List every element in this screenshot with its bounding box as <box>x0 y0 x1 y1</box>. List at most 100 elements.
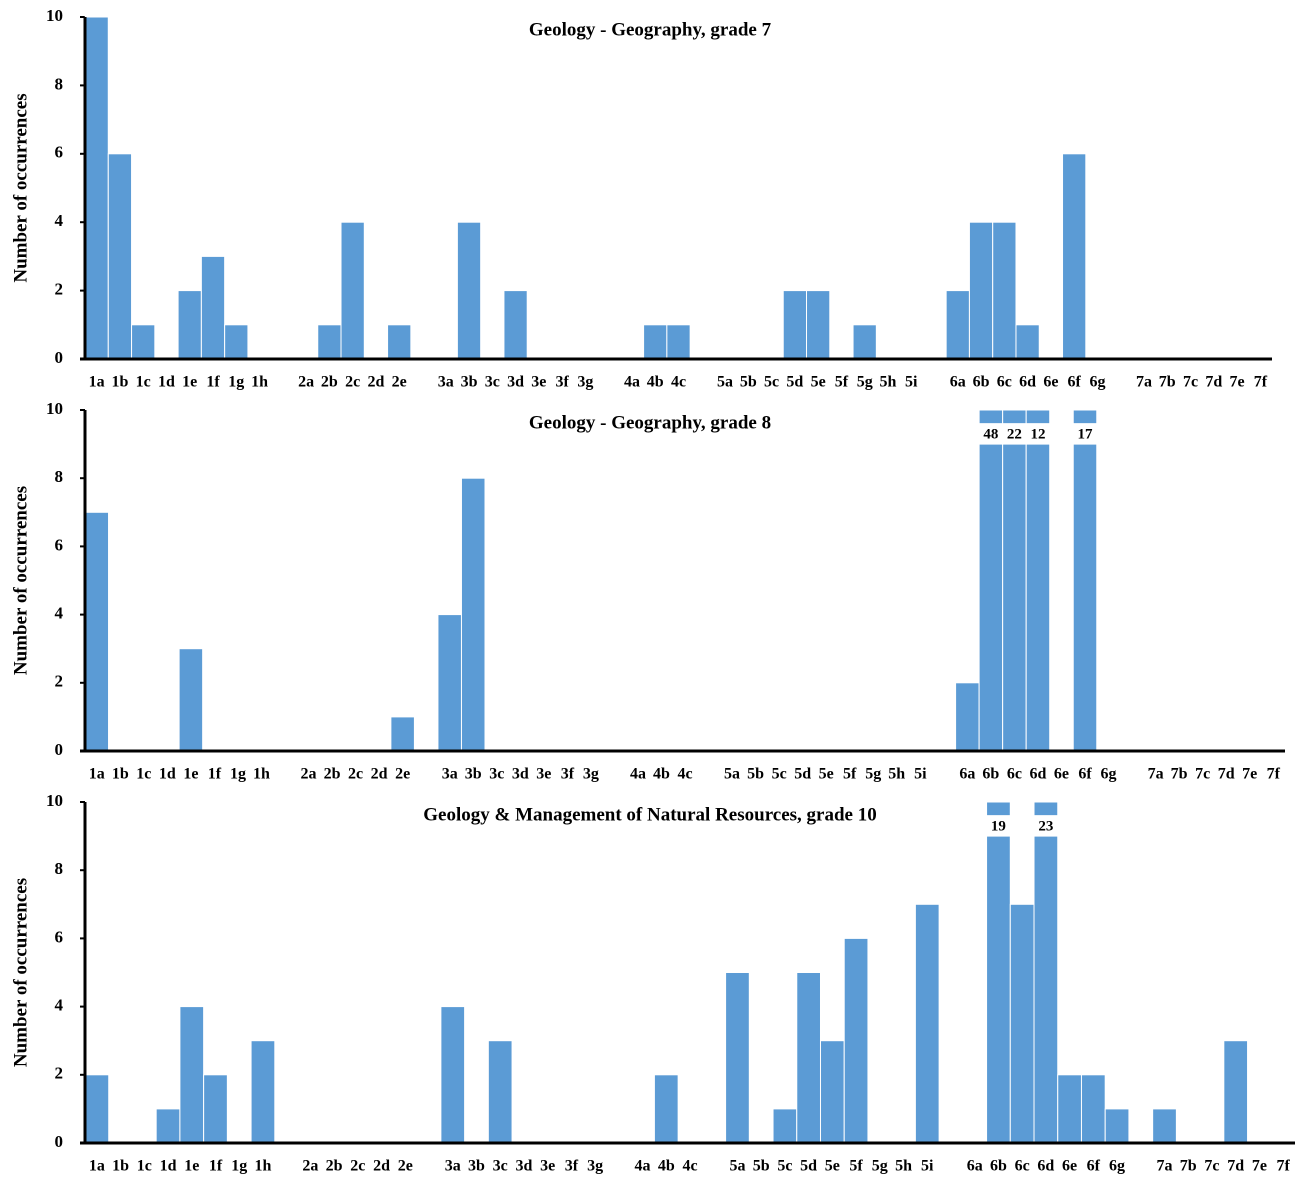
x-tick-label: 2c <box>350 1158 365 1175</box>
value-label: 23 <box>1038 818 1053 834</box>
x-tick-label: 4a <box>635 1158 651 1175</box>
x-tick-label: 6f <box>1087 1158 1101 1175</box>
y-axis-label: Number of occurrences <box>10 93 31 282</box>
x-tick-label: 7c <box>1195 766 1210 783</box>
x-tick-label: 6d <box>1019 374 1036 391</box>
x-tick-label: 5a <box>729 1158 745 1175</box>
x-tick-label: 6e <box>1054 766 1069 783</box>
x-tick-label: 3d <box>515 1158 532 1175</box>
bar <box>796 972 821 1144</box>
x-tick-label: 2e <box>392 374 407 391</box>
bar <box>179 1006 205 1144</box>
x-tick-label: 5f <box>849 1158 863 1175</box>
x-tick-label: 5i <box>905 374 918 391</box>
bar <box>914 903 940 1144</box>
bar <box>978 443 1004 752</box>
x-tick-label: 6g <box>1089 374 1105 391</box>
x-tick-label: 5e <box>819 766 834 783</box>
bar <box>200 255 226 360</box>
bar <box>819 1040 845 1144</box>
x-tick-label: 1g <box>228 374 244 391</box>
x-tick-label: 3f <box>561 766 575 783</box>
x-tick-label: 2a <box>298 374 314 391</box>
bar <box>131 324 156 360</box>
x-tick-label: 3g <box>587 1158 603 1175</box>
y-tick-label: 4 <box>55 996 64 1015</box>
y-tick-label: 2 <box>55 280 64 299</box>
bar <box>992 221 1017 360</box>
x-tick-label: 6e <box>1043 374 1058 391</box>
x-tick-label: 7c <box>1204 1158 1219 1175</box>
x-tick-label: 2c <box>345 374 360 391</box>
x-tick-label: 3c <box>493 1158 508 1175</box>
bar <box>387 324 412 360</box>
y-tick-label: 2 <box>55 672 64 691</box>
x-tick-label: 4a <box>624 374 640 391</box>
x-tick-label: 4c <box>677 766 692 783</box>
bar <box>643 324 668 360</box>
y-tick-label: 10 <box>46 6 63 25</box>
x-tick-label: 6c <box>1007 766 1022 783</box>
x-tick-label: 1d <box>159 766 176 783</box>
x-tick-label: 3b <box>465 766 482 783</box>
bar <box>487 1040 513 1144</box>
bar <box>1072 443 1098 752</box>
value-label: 22 <box>1007 426 1022 442</box>
bar <box>437 614 462 752</box>
x-tick-label: 6g <box>1101 766 1117 783</box>
x-tick-label: 5b <box>740 374 757 391</box>
x-tick-label: 3d <box>507 374 524 391</box>
x-tick-label: 5g <box>857 374 873 391</box>
value-label: 19 <box>991 818 1006 834</box>
y-tick-label: 10 <box>46 791 63 810</box>
x-tick-label: 5g <box>872 1158 888 1175</box>
bar <box>772 1108 798 1144</box>
y-tick-label: 6 <box>55 927 64 946</box>
x-tick-label: 3f <box>565 1158 579 1175</box>
bar <box>852 324 877 360</box>
x-tick-label: 6b <box>973 374 990 391</box>
x-tick-label: 2a <box>302 1158 318 1175</box>
x-tick-label: 7a <box>1157 1158 1173 1175</box>
x-tick-label: 1c <box>136 374 151 391</box>
x-tick-label: 6a <box>967 1158 983 1175</box>
bar <box>1057 1074 1082 1144</box>
x-tick-label: 2d <box>373 1158 390 1175</box>
x-tick-label: 3a <box>442 766 458 783</box>
value-label: 48 <box>983 426 998 442</box>
x-tick-label: 7e <box>1230 374 1245 391</box>
bar <box>503 290 528 360</box>
bar <box>782 290 808 360</box>
bar <box>84 511 110 752</box>
x-tick-label: 3b <box>461 374 478 391</box>
x-tick-label: 1d <box>160 1158 177 1175</box>
x-tick-label: 5c <box>772 766 787 783</box>
x-tick-label: 3b <box>468 1158 485 1175</box>
x-tick-label: 6d <box>1029 766 1046 783</box>
bar <box>1080 1074 1106 1144</box>
x-tick-label: 6a <box>950 374 966 391</box>
bar <box>178 648 204 752</box>
x-tick-label: 1f <box>208 766 222 783</box>
x-tick-label: 5c <box>777 1158 792 1175</box>
x-tick-label: 6f <box>1078 766 1092 783</box>
x-tick-label: 5a <box>717 374 733 391</box>
x-tick-label: 7d <box>1205 374 1222 391</box>
bar <box>968 221 994 360</box>
bar-break-cap <box>1025 409 1051 425</box>
x-tick-label: 5b <box>747 766 764 783</box>
x-tick-label: 1h <box>251 374 268 391</box>
x-tick-label: 5b <box>753 1158 770 1175</box>
bar <box>1009 903 1035 1144</box>
x-tick-label: 1g <box>231 1158 247 1175</box>
y-tick-label: 2 <box>55 1064 64 1083</box>
y-tick-label: 8 <box>55 859 64 878</box>
x-tick-label: 5i <box>914 766 927 783</box>
x-tick-label: 2b <box>324 766 341 783</box>
x-tick-label: 5f <box>843 766 857 783</box>
x-tick-label: 6a <box>959 766 975 783</box>
bar <box>177 290 202 360</box>
x-tick-label: 1b <box>111 374 128 391</box>
bar <box>1062 153 1087 360</box>
